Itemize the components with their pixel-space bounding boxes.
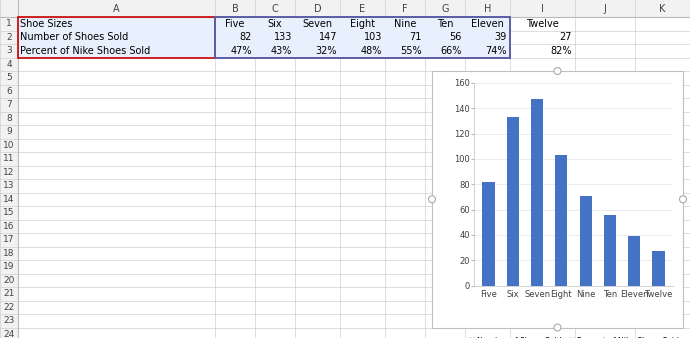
Text: 21: 21 — [3, 289, 14, 298]
Text: Percent of Nike Shoes Sold: Percent of Nike Shoes Sold — [20, 46, 150, 56]
Text: 9: 9 — [6, 127, 12, 136]
Text: Number of Shoes Sold: Number of Shoes Sold — [20, 32, 128, 42]
Text: 22: 22 — [3, 303, 14, 312]
Text: Seven: Seven — [302, 19, 333, 29]
Text: 19: 19 — [3, 262, 14, 271]
Text: Twelve: Twelve — [526, 19, 559, 29]
Text: 43%: 43% — [270, 46, 292, 56]
Bar — [18, 44, 510, 57]
Text: 82: 82 — [239, 32, 252, 42]
Text: 14: 14 — [3, 195, 14, 204]
Text: Shoe Sizes: Shoe Sizes — [20, 19, 72, 29]
Circle shape — [554, 324, 561, 331]
Text: 12: 12 — [3, 168, 14, 177]
Text: 13: 13 — [3, 181, 14, 190]
Text: 56: 56 — [450, 32, 462, 42]
Text: 16: 16 — [3, 222, 14, 231]
Text: D: D — [314, 3, 322, 14]
Text: 15: 15 — [3, 208, 14, 217]
Circle shape — [554, 68, 561, 74]
Text: 39: 39 — [495, 32, 507, 42]
Text: E: E — [359, 3, 366, 14]
Text: A: A — [113, 3, 120, 14]
Text: 11: 11 — [3, 154, 14, 163]
Text: 133: 133 — [274, 32, 292, 42]
Text: 48%: 48% — [361, 46, 382, 56]
Text: 7: 7 — [6, 100, 12, 109]
Text: 32%: 32% — [315, 46, 337, 56]
Text: Five: Five — [226, 19, 245, 29]
Text: F: F — [402, 3, 408, 14]
Text: 82%: 82% — [551, 46, 572, 56]
Legend: Number of Shoes Sold, Percent of Nike Shoes Sold: Number of Shoes Sold, Percent of Nike Sh… — [465, 334, 682, 338]
Text: 20: 20 — [3, 276, 14, 285]
Bar — [555, 155, 567, 286]
Text: J: J — [604, 3, 607, 14]
Text: 147: 147 — [319, 32, 337, 42]
Bar — [215, 17, 510, 57]
Text: 103: 103 — [364, 32, 382, 42]
Text: 27: 27 — [560, 32, 572, 42]
Text: 55%: 55% — [400, 46, 422, 56]
Bar — [604, 215, 616, 286]
Text: B: B — [232, 3, 238, 14]
Text: 71: 71 — [410, 32, 422, 42]
Text: G: G — [441, 3, 449, 14]
Text: 5: 5 — [6, 73, 12, 82]
Text: 8: 8 — [6, 114, 12, 123]
Bar — [18, 17, 215, 57]
Text: 74%: 74% — [486, 46, 507, 56]
Circle shape — [680, 196, 687, 203]
Bar — [652, 251, 664, 286]
Bar — [482, 182, 495, 286]
Text: 4: 4 — [6, 60, 12, 69]
Bar — [506, 117, 519, 286]
Text: 10: 10 — [3, 141, 14, 150]
Bar — [432, 71, 683, 328]
Text: K: K — [660, 3, 666, 14]
Text: Six: Six — [268, 19, 282, 29]
Circle shape — [428, 196, 435, 203]
Text: 47%: 47% — [230, 46, 252, 56]
Text: Eleven: Eleven — [471, 19, 504, 29]
Text: 17: 17 — [3, 235, 14, 244]
Text: 23: 23 — [3, 316, 14, 325]
Bar — [18, 30, 510, 44]
Text: C: C — [272, 3, 278, 14]
Text: 24: 24 — [3, 330, 14, 338]
Bar — [580, 196, 592, 286]
Text: 6: 6 — [6, 87, 12, 96]
Bar — [628, 236, 640, 286]
Text: 2: 2 — [6, 33, 12, 42]
Bar — [531, 99, 543, 286]
Bar — [18, 17, 510, 30]
Text: 18: 18 — [3, 249, 14, 258]
Bar — [0, 0, 18, 338]
Text: I: I — [541, 3, 544, 14]
Text: Nine: Nine — [394, 19, 416, 29]
Text: H: H — [484, 3, 491, 14]
Text: 66%: 66% — [441, 46, 462, 56]
Bar — [0, 0, 690, 17]
Text: Ten: Ten — [437, 19, 453, 29]
Text: Eight: Eight — [350, 19, 375, 29]
Text: 3: 3 — [6, 46, 12, 55]
Text: 1: 1 — [6, 19, 12, 28]
